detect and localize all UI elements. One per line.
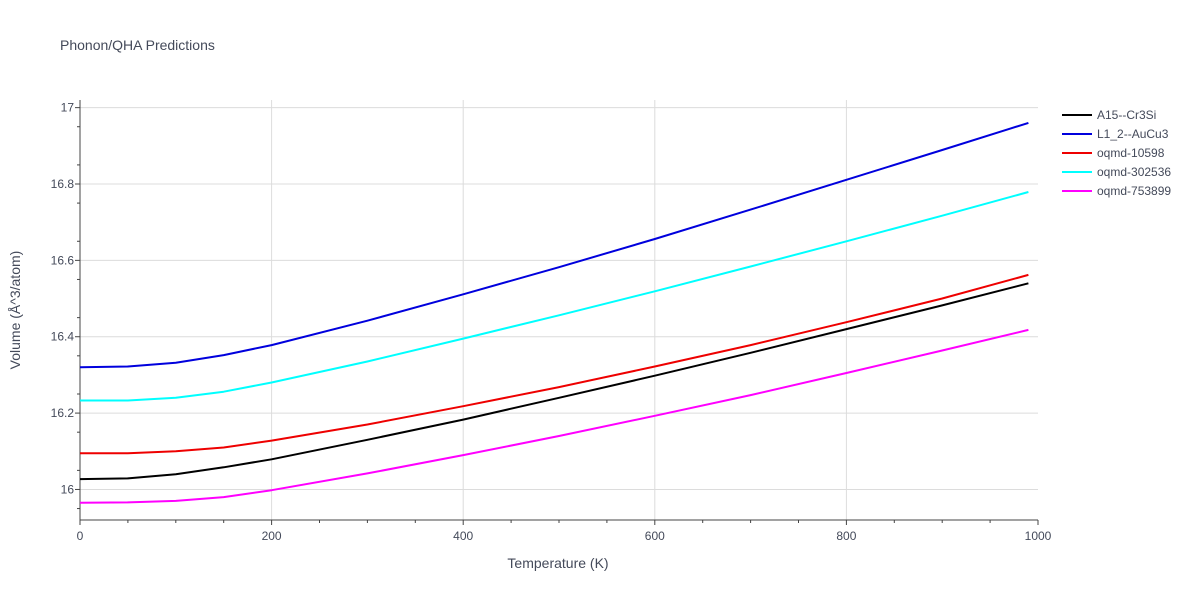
legend-label: A15--Cr3Si <box>1097 108 1156 122</box>
series-line-oqmd-302536 <box>80 191 1029 402</box>
series-line-L1_2--AuCu3 <box>79 121 1029 369</box>
chart-title: Phonon/QHA Predictions <box>60 37 215 53</box>
y-tick-label: 16.6 <box>51 253 75 267</box>
y-tick-label: 16.8 <box>51 177 75 191</box>
series-line-A15--Cr3Si <box>79 282 1029 481</box>
x-tick-label: 400 <box>453 529 473 543</box>
x-tick-label: 800 <box>836 529 856 543</box>
y-tick-label: 17 <box>61 101 75 115</box>
y-tick-label: 16 <box>61 482 75 496</box>
legend-label: oqmd-302536 <box>1097 165 1171 179</box>
series-line-oqmd-753899 <box>79 328 1029 504</box>
legend-label: oqmd-753899 <box>1097 184 1171 198</box>
x-tick-label: 200 <box>262 529 282 543</box>
legend-label: L1_2--AuCu3 <box>1097 127 1169 141</box>
x-axis-label: Temperature (K) <box>507 555 608 571</box>
grid-lines <box>80 100 1038 520</box>
plot-area <box>79 121 1029 504</box>
legend: A15--Cr3Si L1_2--AuCu3 oqmd-10598 oqmd-3025… <box>1062 108 1171 198</box>
x-tick-label: 0 <box>77 529 84 543</box>
x-tick-label: 1000 <box>1025 529 1052 543</box>
y-tick-label: 16.4 <box>51 330 75 344</box>
axes: 0 200 400 600 800 1000 16 16.2 16.4 16.6 16.8 17 <box>51 100 1052 543</box>
x-tick-label: 600 <box>645 529 665 543</box>
y-axis-label: Volume (Å^3/atom) <box>7 251 23 370</box>
y-tick-label: 16.2 <box>51 406 75 420</box>
legend-label: oqmd-10598 <box>1097 146 1165 160</box>
series-line-oqmd-10598 <box>80 273 1029 455</box>
